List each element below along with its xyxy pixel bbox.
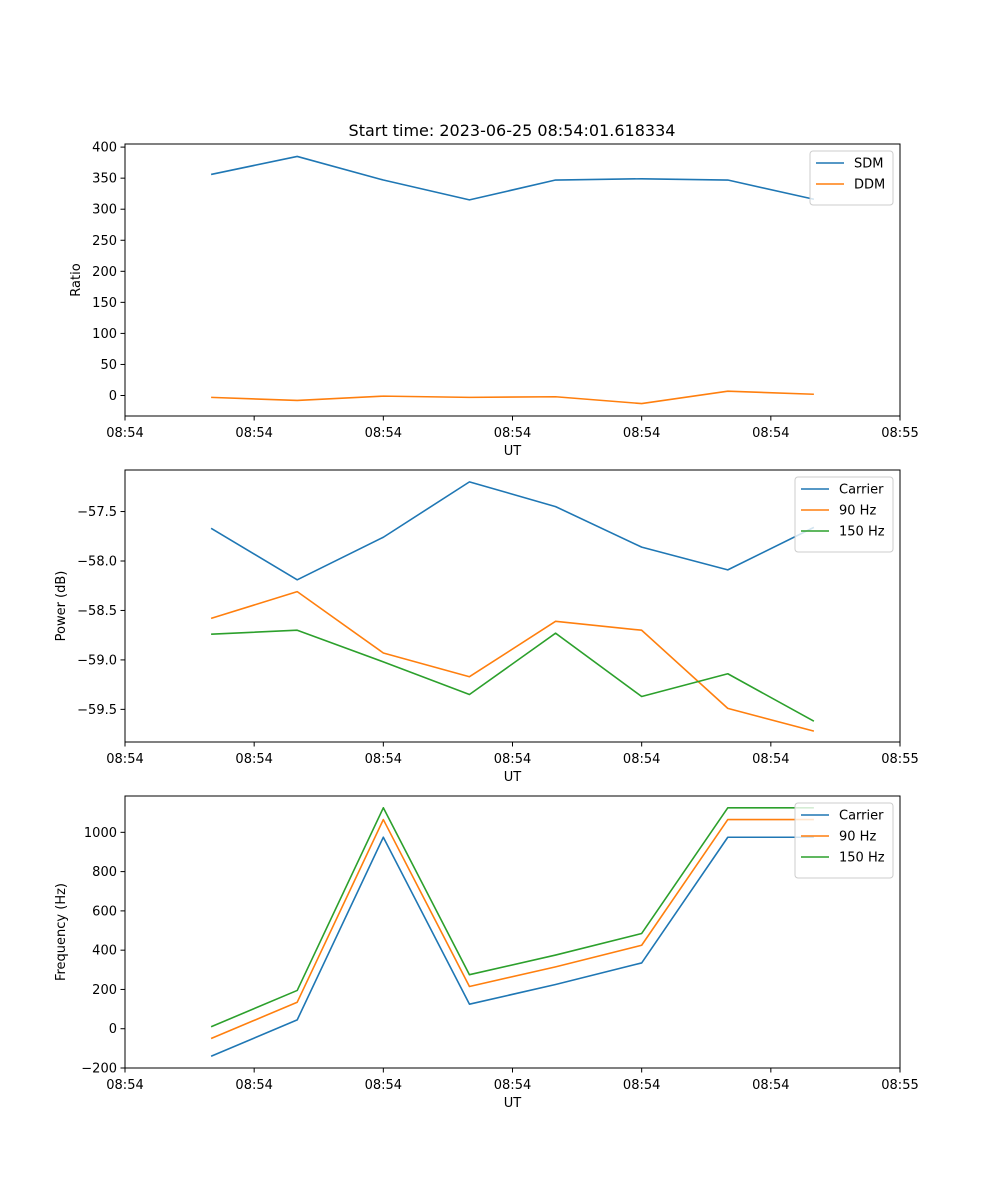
y-tick-label-2-5: −59.5: [77, 703, 117, 718]
x-tick-label-1-3: 08:54: [365, 426, 402, 441]
x-tick-label-2-7: 08:55: [881, 752, 918, 767]
y-tick-label-3-7: 1000: [84, 826, 117, 841]
x-tick-label-3-2: 08:54: [235, 1078, 272, 1093]
x-tick-label-3-7: 08:55: [881, 1078, 918, 1093]
series-line-2-3: [211, 629, 815, 722]
x-tick-label-1-2: 08:54: [235, 426, 272, 441]
y-tick-label-2-4: −59.0: [77, 653, 117, 668]
y-tick-label-1-5: 200: [92, 265, 117, 280]
y-tick-label-3-5: 600: [92, 904, 117, 919]
chart-panel-3: 08:54 08:54 08:54 08:54 08:54 08:54 08:55 −200 0…: [54, 795, 919, 1111]
series-line-2-2: [210, 590, 815, 732]
legend-label-3-1: Carrier: [839, 809, 884, 824]
legend-label-2-2: 90 Hz: [839, 504, 876, 519]
x-tick-label-1-7: 08:55: [881, 426, 918, 441]
x-tick-label-2-3: 08:54: [365, 752, 402, 767]
x-tick-label-2-5: 08:54: [623, 752, 660, 767]
legend-label-3-3: 150 Hz: [839, 851, 885, 866]
panels: 08:54 08:54 08:54 08:54 08:54 08:54 08:55 0 50 10…: [54, 141, 919, 1111]
series-line-3-1: [210, 836, 814, 1057]
series-line-1-2: [211, 390, 814, 405]
x-tick-label-3-4: 08:54: [494, 1078, 531, 1093]
series-line-3-2: [210, 818, 814, 1040]
x-tick-label-3-6: 08:54: [752, 1078, 789, 1093]
legend-label-1-1: SDM: [854, 157, 883, 172]
y-tick-label-1-8: 350: [92, 172, 117, 187]
legend-box-2: [794, 476, 894, 553]
x-tick-label-1-1: 08:54: [106, 426, 143, 441]
series-line-1-1: [210, 155, 815, 201]
y-tick-label-2-2: −58.0: [77, 554, 117, 569]
x-axis-label-1: UT: [504, 444, 522, 459]
x-axis-label-2: UT: [504, 770, 522, 785]
y-tick-label-3-6: 800: [92, 865, 117, 880]
y-tick-label-3-2: 0: [109, 1022, 117, 1037]
y-tick-label-1-7: 300: [92, 203, 117, 218]
y-tick-label-1-9: 400: [92, 141, 117, 156]
y-tick-label-1-6: 250: [92, 234, 117, 249]
x-tick-label-2-1: 08:54: [106, 752, 143, 767]
y-axis-label-2: Power (dB): [54, 571, 69, 642]
legend-1: SDM DDM: [809, 150, 894, 206]
y-tick-label-3-3: 200: [92, 983, 117, 998]
y-axis-label-1: Ratio: [69, 263, 84, 296]
y-tick-label-1-1: 0: [109, 389, 117, 404]
x-tick-label-2-2: 08:54: [235, 752, 272, 767]
legend-label-2-1: Carrier: [839, 483, 884, 498]
series-line-2-1: [210, 481, 815, 581]
x-tick-label-1-4: 08:54: [494, 426, 531, 441]
y-tick-label-3-1: −200: [81, 1062, 117, 1077]
chart-panel-2: 08:54 08:54 08:54 08:54 08:54 08:54 08:55 −57.5…: [54, 469, 919, 785]
y-tick-label-1-2: 50: [100, 358, 117, 373]
y-tick-label-3-4: 400: [92, 944, 117, 959]
figure-title: Start time: 2023-06-25 08:54:01.618334: [349, 121, 676, 140]
x-tick-label-2-6: 08:54: [752, 752, 789, 767]
y-axis-label-3: Frequency (Hz): [54, 883, 69, 981]
legend-3: Carrier 90 Hz 150 Hz: [794, 802, 894, 879]
x-tick-label-1-6: 08:54: [752, 426, 789, 441]
y-tick-label-1-3: 100: [92, 327, 117, 342]
legend-label-1-2: DDM: [854, 178, 885, 193]
chart-panel-1: 08:54 08:54 08:54 08:54 08:54 08:54 08:55 0 50 10…: [69, 141, 919, 459]
x-tick-label-3-3: 08:54: [365, 1078, 402, 1093]
x-tick-label-2-4: 08:54: [494, 752, 531, 767]
x-tick-label-3-1: 08:54: [106, 1078, 143, 1093]
legend-box-3: [794, 802, 894, 879]
y-tick-label-1-4: 150: [92, 296, 117, 311]
x-axis-label-3: UT: [504, 1096, 522, 1111]
series-line-3-3: [210, 806, 814, 1028]
y-tick-label-2-1: −57.5: [77, 505, 117, 520]
legend-label-3-2: 90 Hz: [839, 830, 876, 845]
y-tick-label-2-3: −58.5: [77, 604, 117, 619]
x-tick-label-3-5: 08:54: [623, 1078, 660, 1093]
legend-box-1: [809, 150, 894, 206]
x-tick-label-1-5: 08:54: [623, 426, 660, 441]
legend-label-2-3: 150 Hz: [839, 525, 885, 540]
legend-2: Carrier 90 Hz 150 Hz: [794, 476, 894, 553]
